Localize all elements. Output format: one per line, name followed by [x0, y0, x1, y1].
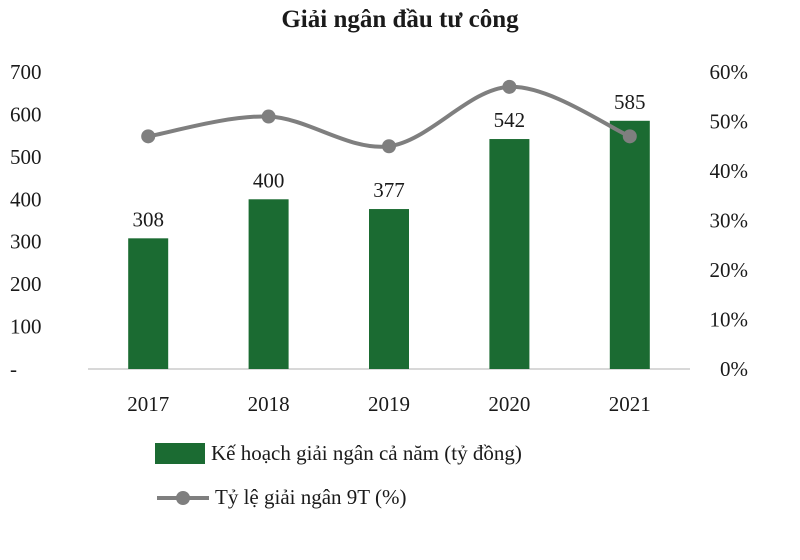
line-path — [146, 84, 632, 149]
left-axis: - 100 200 300 400 500 600 700 — [10, 60, 42, 381]
x-tick-label: 2021 — [609, 392, 651, 416]
line-point — [502, 79, 517, 94]
bar-data-label: 585 — [614, 90, 646, 114]
x-tick-label: 2017 — [127, 392, 169, 416]
bar — [248, 199, 289, 369]
right-tick-label: 20% — [710, 258, 749, 282]
bar — [128, 238, 169, 369]
x-tick-label: 2020 — [488, 392, 530, 416]
x-tick-label: 2019 — [368, 392, 410, 416]
bar-data-label: 542 — [494, 108, 526, 132]
legend-line-swatch — [157, 490, 209, 505]
right-tick-label: 30% — [710, 209, 749, 233]
line-point — [261, 109, 276, 124]
right-tick-label: 60% — [710, 60, 749, 84]
line-point — [141, 129, 156, 144]
bar — [609, 120, 650, 370]
left-tick-label: 100 — [10, 315, 42, 339]
legend-bar-label: Kế hoạch giải ngân cả năm (tỷ đồng) — [211, 441, 522, 465]
bar — [369, 209, 409, 369]
legend-item-line: Tỷ lệ giải ngân 9T (%) — [155, 485, 406, 510]
line-point — [622, 129, 637, 144]
bar-data-label: 377 — [373, 178, 405, 202]
left-tick-label: 600 — [10, 102, 42, 126]
chart-title: Giải ngân đầu tư công — [281, 6, 519, 33]
bar-series — [128, 120, 650, 370]
bar — [489, 139, 530, 369]
left-tick-label: 700 — [10, 60, 42, 84]
bar-data-labels: 308 400 377 542 585 — [132, 90, 645, 232]
line-point — [382, 139, 396, 154]
bar-data-label: 400 — [253, 168, 285, 192]
left-tick-label: 300 — [10, 230, 42, 254]
left-tick-label: 500 — [10, 145, 42, 169]
legend-bar-swatch — [155, 443, 205, 464]
right-tick-label: 40% — [710, 159, 749, 183]
left-tick-label: - — [10, 357, 17, 381]
right-axis: 0% 10% 20% 30% 40% 50% 60% — [710, 60, 749, 381]
left-tick-label: 200 — [10, 272, 42, 296]
right-tick-label: 10% — [710, 308, 749, 332]
legend-item-bar: Kế hoạch giải ngân cả năm (tỷ đồng) — [155, 441, 522, 466]
x-axis: 2017 2018 2019 2020 2021 — [127, 392, 651, 416]
left-tick-label: 400 — [10, 187, 42, 211]
bar-data-label: 308 — [132, 207, 164, 231]
legend-line-label: Tỷ lệ giải ngân 9T (%) — [215, 485, 407, 509]
right-tick-label: 50% — [710, 110, 749, 134]
x-tick-label: 2018 — [248, 392, 290, 416]
line-series — [141, 79, 637, 154]
right-tick-label: 0% — [720, 357, 748, 381]
